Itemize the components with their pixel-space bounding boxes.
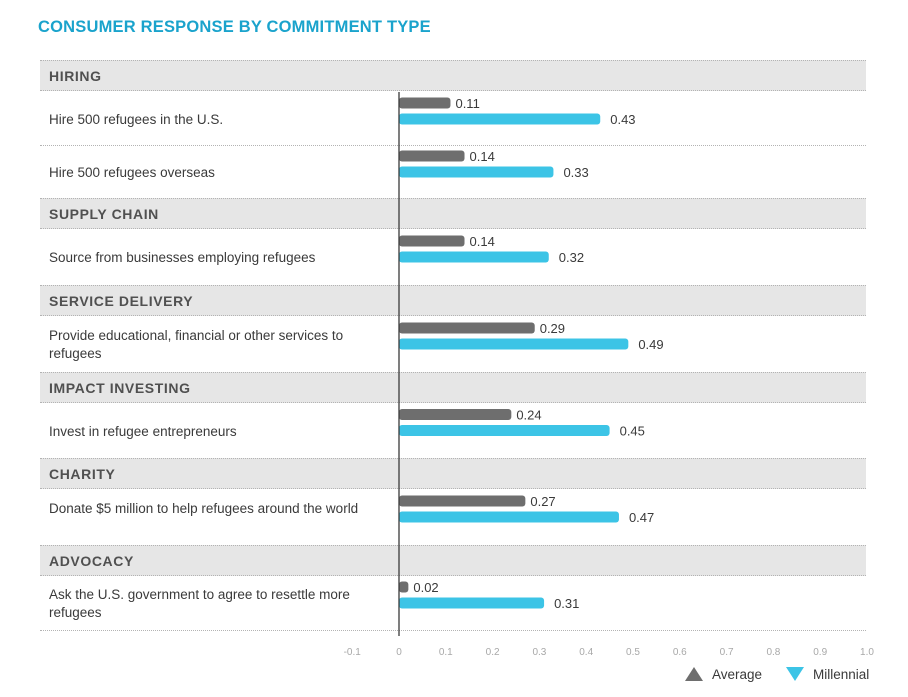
data-label-millennial: 0.43: [610, 112, 635, 127]
x-tick-label: 0.4: [579, 647, 593, 658]
section-label: IMPACT INVESTING: [49, 380, 191, 396]
bar-millennial: [399, 338, 629, 350]
row-divider: [40, 145, 866, 146]
row-label: Invest in refugee entrepreneurs: [49, 423, 237, 439]
bar-average: [399, 150, 465, 162]
section-label: HIRING: [49, 68, 102, 84]
legend-label-millennial: Millennial: [813, 666, 870, 682]
x-tick-label: 0.5: [626, 647, 640, 658]
bar-millennial: [399, 425, 610, 436]
bar-average: [399, 97, 451, 109]
data-label-millennial: 0.31: [554, 596, 579, 611]
x-tick-label: 0.1: [439, 647, 453, 658]
x-tick-label: 0.3: [532, 647, 546, 658]
bar-average: [399, 581, 409, 593]
x-tick-label: -0.1: [344, 647, 362, 658]
bar-millennial: [399, 251, 549, 263]
x-tick-label: 0.2: [486, 647, 500, 658]
bar-millennial: [399, 113, 601, 125]
bar-average: [399, 235, 465, 247]
section-band: [40, 458, 866, 489]
section-band: [40, 198, 866, 229]
data-label-average: 0.27: [530, 494, 555, 509]
bar-average: [399, 322, 535, 334]
row-label: Ask the U.S. government to agree to rese…: [49, 587, 350, 620]
bar-millennial: [399, 511, 619, 523]
data-label-millennial: 0.47: [629, 510, 654, 525]
row-divider: [40, 630, 866, 631]
x-tick-label: 0: [396, 647, 402, 658]
section-label: ADVOCACY: [49, 553, 134, 569]
data-label-average: 0.29: [540, 321, 565, 336]
legend-item-average: Average: [684, 666, 762, 682]
section-label: SUPPLY CHAIN: [49, 206, 159, 222]
data-label-average: 0.14: [470, 234, 495, 249]
legend-item-millennial: Millennial: [785, 666, 869, 682]
bar-millennial: [399, 597, 545, 609]
x-tick-label: 1.0: [860, 647, 874, 658]
data-label-average: 0.11: [455, 96, 479, 111]
chart-title: CONSUMER RESPONSE BY COMMITMENT TYPE: [38, 18, 431, 36]
bar-average: [399, 495, 526, 507]
row-label: Donate $5 million to help refugees aroun…: [49, 501, 359, 516]
triangle-up-icon: [685, 667, 703, 681]
data-label-average: 0.14: [470, 149, 495, 164]
row-label: Hire 500 refugees overseas: [49, 165, 215, 180]
section-band: [40, 372, 866, 403]
row-label: Provide educational, financial or other …: [49, 328, 344, 361]
row-label: Source from businesses employing refugee…: [49, 250, 316, 265]
bar-millennial: [399, 166, 554, 178]
section-band: [40, 285, 866, 316]
section-label: CHARITY: [49, 466, 116, 482]
data-label-millennial: 0.33: [563, 165, 588, 180]
x-tick-label: 0.8: [766, 647, 780, 658]
data-label-millennial: 0.49: [638, 337, 663, 352]
bar-average: [399, 409, 512, 420]
data-label-average: 0.24: [516, 408, 541, 423]
triangle-down-icon: [786, 667, 804, 681]
data-label-millennial: 0.32: [559, 250, 584, 265]
row-label: Hire 500 refugees in the U.S.: [49, 112, 224, 127]
x-tick-label: 0.7: [720, 647, 734, 658]
section-band: [40, 545, 866, 576]
x-tick-label: 0.6: [673, 647, 687, 658]
x-tick-label: 0.9: [813, 647, 827, 658]
section-label: SERVICE DELIVERY: [49, 293, 194, 309]
legend-label-average: Average: [712, 666, 763, 682]
data-label-average: 0.02: [413, 580, 438, 595]
section-band: [40, 60, 866, 91]
data-label-millennial: 0.45: [620, 424, 645, 439]
